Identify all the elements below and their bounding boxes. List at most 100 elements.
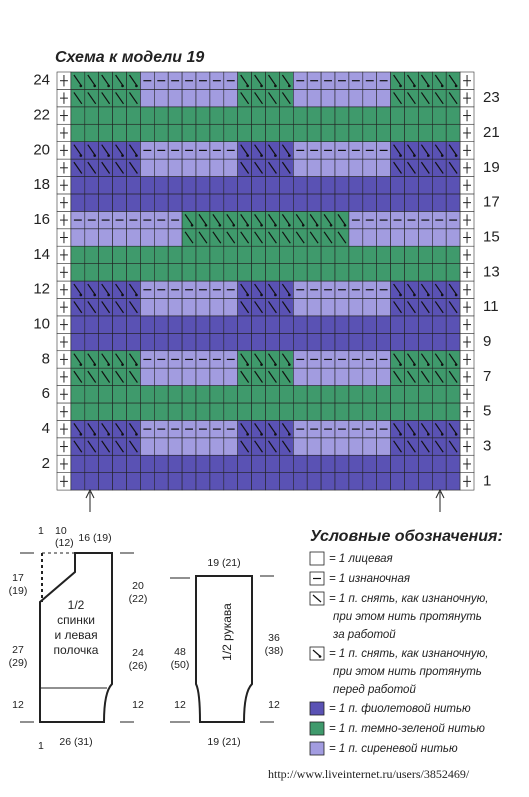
grid-cell bbox=[348, 89, 364, 108]
legend-title: Условные обозначения: bbox=[310, 528, 503, 545]
slip-dot bbox=[107, 433, 110, 436]
slip-dot bbox=[399, 84, 402, 88]
slip-symbol bbox=[393, 161, 402, 174]
grid-cell bbox=[404, 454, 419, 473]
grid-cell bbox=[84, 332, 100, 352]
slip-symbol bbox=[101, 74, 111, 87]
grid-cell bbox=[292, 472, 308, 491]
grid-cell bbox=[140, 402, 155, 421]
grid-cell bbox=[209, 437, 225, 456]
slip-dot bbox=[399, 154, 402, 157]
slip-symbol bbox=[434, 144, 444, 157]
slip-symbol bbox=[448, 283, 458, 296]
grid-cell bbox=[404, 332, 419, 352]
grid-cell bbox=[376, 332, 391, 352]
slip-symbol bbox=[198, 231, 208, 244]
grid-cell bbox=[404, 402, 419, 421]
grid-cell bbox=[404, 263, 419, 282]
grid-cell bbox=[209, 367, 225, 386]
slip-symbol bbox=[420, 92, 430, 105]
dim-label: 19 (21) bbox=[207, 736, 240, 748]
grid-cell bbox=[348, 245, 364, 264]
grid-cell bbox=[279, 332, 294, 352]
slip-symbol bbox=[407, 370, 416, 383]
grid-cell bbox=[181, 263, 197, 282]
slip-symbol bbox=[323, 231, 333, 244]
slip-symbol bbox=[240, 161, 250, 174]
slip-symbol bbox=[268, 370, 277, 383]
grid-cell bbox=[265, 454, 280, 473]
grid-cell bbox=[334, 298, 350, 317]
dim-label: 36 (38) bbox=[265, 632, 284, 657]
grid-cell bbox=[126, 263, 141, 282]
row-number: 19 bbox=[483, 159, 500, 176]
slip-dot bbox=[260, 223, 263, 227]
grid-cell bbox=[154, 298, 169, 317]
slip-symbol bbox=[420, 353, 430, 366]
grid-cell bbox=[70, 245, 86, 264]
grid-cell bbox=[265, 193, 280, 212]
grid-cell bbox=[306, 472, 322, 491]
slip-dot bbox=[260, 433, 263, 436]
slip-dot bbox=[93, 154, 96, 157]
dim-label: 12 bbox=[132, 699, 144, 711]
grid-cell bbox=[140, 298, 155, 317]
slip-dot bbox=[121, 154, 124, 157]
grid-cell bbox=[223, 332, 239, 352]
grid-cell bbox=[292, 437, 308, 456]
slip-symbol bbox=[129, 92, 138, 105]
slip-symbol bbox=[254, 283, 263, 296]
grid-cell bbox=[70, 315, 86, 334]
grid-cell bbox=[140, 472, 155, 491]
grid-cell bbox=[70, 454, 86, 473]
slip-symbol bbox=[393, 301, 402, 314]
legend-text: = 1 п. снять, как изнаночную, bbox=[329, 593, 488, 605]
grid-cell bbox=[320, 245, 336, 264]
grid-cell bbox=[320, 385, 336, 404]
grid-cell bbox=[306, 176, 322, 195]
grid-cell bbox=[418, 332, 433, 352]
grid-cell bbox=[362, 332, 377, 352]
grid-cell bbox=[167, 315, 183, 334]
grid-cell bbox=[334, 437, 350, 456]
grid-cell bbox=[167, 298, 183, 317]
grid-cell bbox=[154, 228, 169, 247]
grid-cell bbox=[112, 472, 127, 491]
grid-cell bbox=[404, 123, 419, 142]
grid-cell bbox=[279, 245, 294, 264]
grid-cell bbox=[181, 385, 197, 404]
row-number: 12 bbox=[33, 281, 50, 298]
grid-cell bbox=[126, 402, 141, 421]
slip-symbol bbox=[281, 92, 291, 105]
slip-dot bbox=[135, 363, 138, 366]
slip-symbol bbox=[240, 423, 250, 436]
slip-dot bbox=[93, 363, 96, 366]
grid-cell bbox=[362, 402, 377, 421]
grid-cell bbox=[251, 315, 266, 334]
grid-cell bbox=[112, 106, 127, 125]
dim-label: 20 (22) bbox=[129, 580, 148, 605]
grid-cell bbox=[195, 332, 211, 352]
grid-cell bbox=[279, 472, 294, 491]
grid-cell bbox=[154, 263, 169, 282]
grid-cell bbox=[292, 89, 308, 108]
slip-dot bbox=[274, 154, 277, 157]
grid-cell bbox=[112, 228, 127, 247]
slip-symbol bbox=[281, 283, 291, 296]
grid-cell bbox=[348, 263, 364, 282]
grid-cell bbox=[251, 332, 266, 352]
slip-symbol bbox=[448, 301, 458, 314]
grid-cell bbox=[112, 332, 127, 352]
grid-cell bbox=[445, 106, 461, 125]
grid-cell bbox=[98, 263, 113, 282]
grid-cell bbox=[362, 106, 377, 125]
slip-symbol bbox=[309, 231, 319, 244]
grid-cell bbox=[195, 437, 211, 456]
slip-symbol bbox=[420, 161, 430, 174]
label-line: полочка bbox=[54, 643, 99, 657]
grid-cell bbox=[320, 263, 336, 282]
grid-cell bbox=[154, 315, 169, 334]
slip-symbol bbox=[254, 231, 263, 244]
slip-dot bbox=[121, 363, 124, 366]
grid-cell bbox=[390, 106, 405, 125]
